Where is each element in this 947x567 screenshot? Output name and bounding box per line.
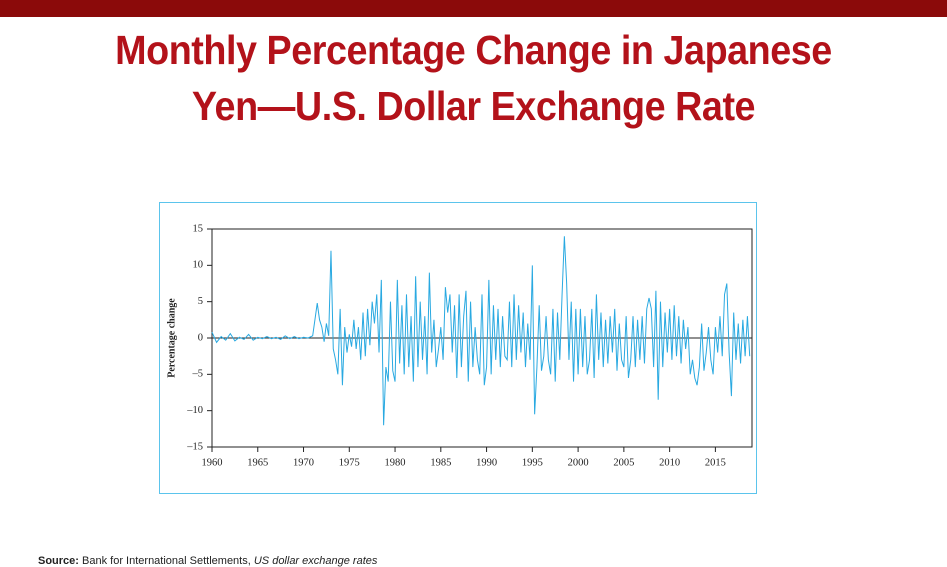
- x-tick-label: 2015: [705, 457, 726, 468]
- data-line: [211, 236, 751, 426]
- y-tick-label: 10: [193, 260, 204, 271]
- x-tick-label: 1965: [247, 457, 268, 468]
- x-tick-label: 1975: [339, 457, 360, 468]
- y-tick-label: 0: [198, 332, 203, 343]
- source-note: Source: Bank for International Settlemen…: [38, 555, 377, 567]
- y-tick-label: 5: [198, 296, 203, 307]
- source-label: Source:: [38, 555, 79, 567]
- x-tick-label: 1985: [430, 457, 451, 468]
- y-tick-label: –10: [186, 405, 203, 416]
- chart: Percentage change –15 –10 –5 0 5 10 15 1960 1965…: [166, 223, 753, 468]
- y-tick-label: –15: [186, 441, 203, 452]
- source-title: US dollar exchange rates: [253, 555, 378, 567]
- top-bar: [0, 0, 947, 17]
- x-tick-label: 1980: [385, 457, 406, 468]
- x-tick-label: 1995: [522, 457, 543, 468]
- slide-title: Monthly Percentage Change in Japanese Ye…: [115, 27, 832, 129]
- x-tick-label: 2005: [613, 457, 634, 468]
- y-tick-label: 15: [193, 223, 204, 234]
- x-tick-label: 1970: [293, 457, 314, 468]
- x-tick-label: 2000: [568, 457, 589, 468]
- x-tick-label: 1990: [476, 457, 497, 468]
- x-tick-label: 1960: [202, 457, 223, 468]
- chart-frame: [159, 202, 757, 494]
- y-tick-label: –5: [192, 369, 204, 380]
- source-text: Bank for International Settlements,: [82, 555, 251, 567]
- y-axis-label: Percentage change: [166, 298, 177, 378]
- x-tick-label: 2010: [659, 457, 680, 468]
